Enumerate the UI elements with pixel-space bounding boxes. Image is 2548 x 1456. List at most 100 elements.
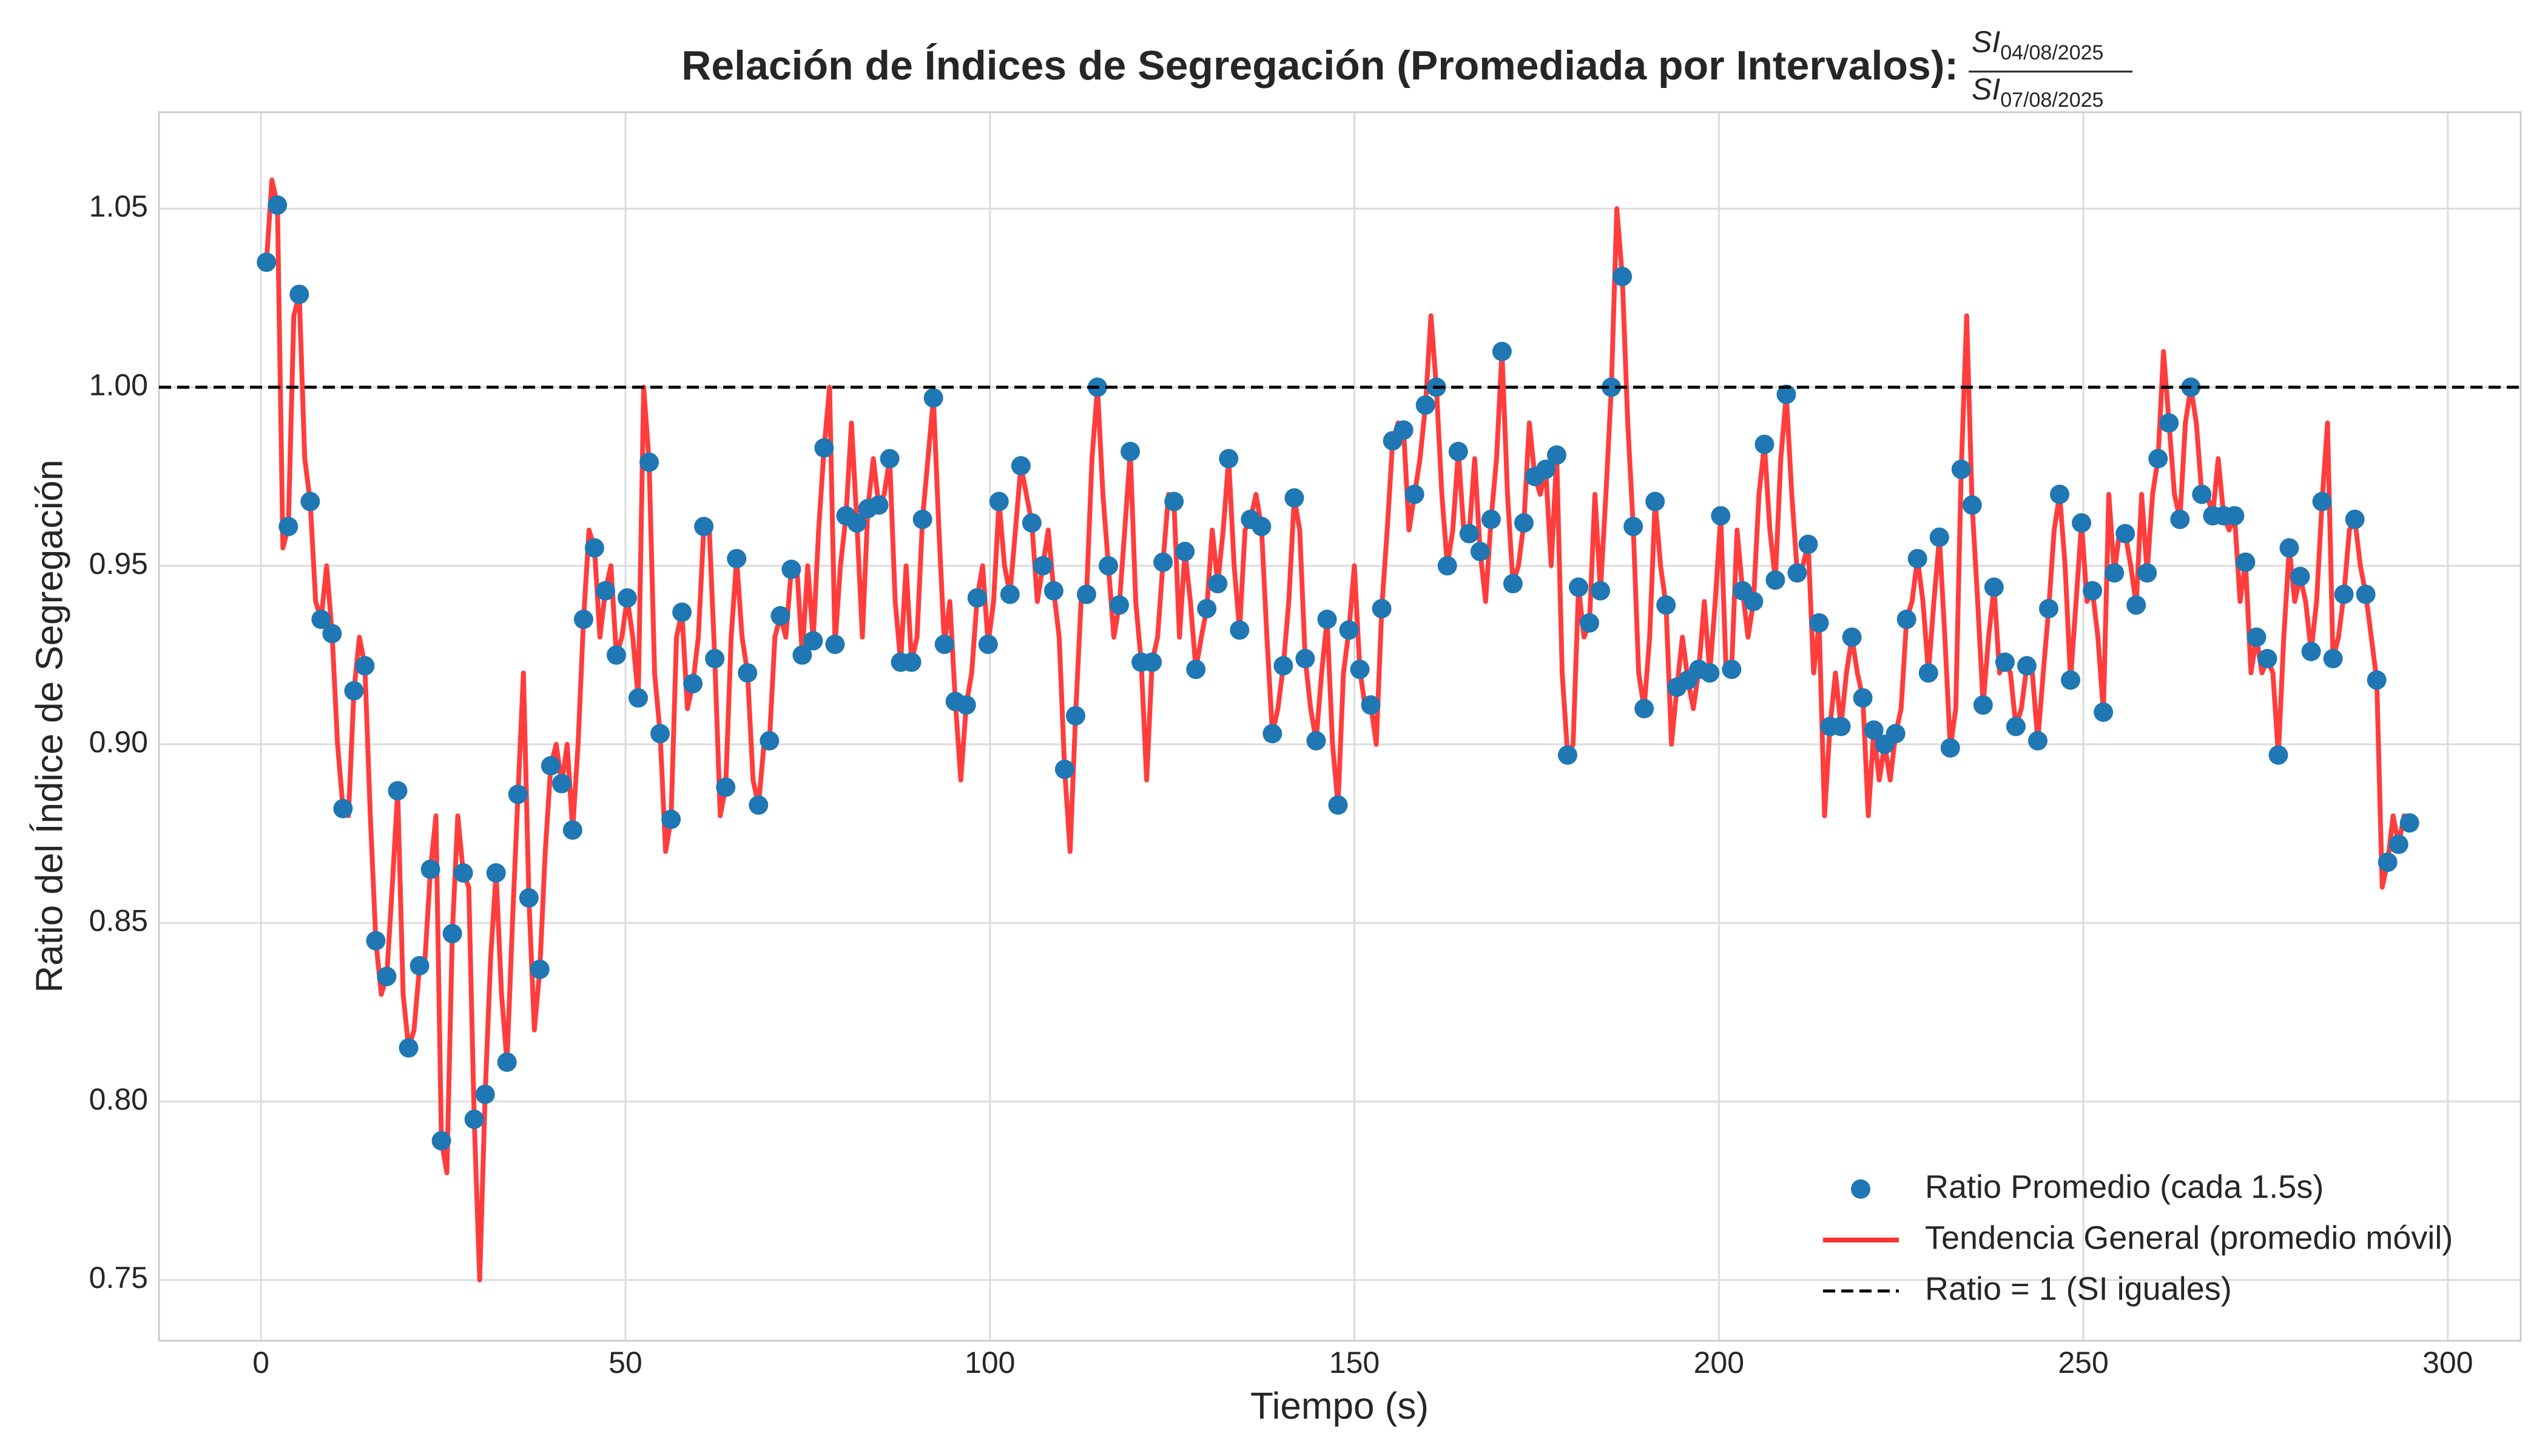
- data-point: [1907, 548, 1927, 568]
- data-point: [2279, 538, 2299, 558]
- data-point: [1033, 556, 1053, 576]
- x-tick-label: 300: [2422, 1346, 2473, 1380]
- numerator-base: SI: [1972, 25, 2000, 59]
- data-point: [705, 649, 725, 669]
- y-tick-label: 1.00: [89, 368, 148, 402]
- data-point: [1569, 577, 1589, 597]
- y-tick-label: 0.80: [89, 1082, 148, 1116]
- data-point: [2105, 563, 2125, 583]
- data-point: [1798, 534, 1818, 554]
- data-point: [1065, 706, 1085, 726]
- legend-label: Ratio = 1 (SI iguales): [1925, 1270, 2232, 1307]
- data-point: [519, 888, 539, 908]
- data-point: [1940, 738, 1960, 758]
- data-point: [2137, 563, 2157, 583]
- data-point: [2061, 670, 2081, 690]
- data-point: [562, 820, 582, 840]
- data-point: [2094, 702, 2114, 722]
- data-point: [300, 491, 320, 511]
- data-point: [410, 956, 430, 976]
- data-point: [1470, 542, 1490, 562]
- data-point: [1591, 581, 1611, 601]
- data-point: [2148, 449, 2168, 469]
- data-point: [1886, 724, 1906, 744]
- data-point: [989, 491, 1009, 511]
- data-point: [1831, 716, 1851, 736]
- x-tick-label: 200: [1694, 1346, 1744, 1380]
- data-point: [2017, 656, 2037, 676]
- data-point: [2159, 413, 2179, 433]
- x-tick-label: 0: [252, 1346, 269, 1380]
- data-point: [912, 510, 932, 530]
- legend-label: Ratio Promedio (cada 1.5s): [1925, 1168, 2324, 1205]
- data-point: [1754, 434, 1774, 454]
- data-point: [1415, 395, 1435, 415]
- data-point: [311, 609, 331, 629]
- data-point: [333, 798, 353, 818]
- data-point: [1929, 527, 1949, 547]
- data-point: [2072, 513, 2092, 533]
- data-point: [1219, 449, 1239, 469]
- data-point: [2268, 745, 2288, 765]
- data-point: [1361, 695, 1381, 715]
- data-point: [1864, 720, 1884, 740]
- data-point: [1011, 456, 1031, 476]
- data-point: [2301, 641, 2321, 661]
- denominator-base: SI: [1972, 72, 2000, 106]
- data-point: [541, 756, 561, 776]
- data-point: [1121, 442, 1141, 462]
- data-point: [420, 859, 440, 879]
- legend-marker: [1851, 1179, 1870, 1199]
- data-point: [629, 688, 649, 708]
- data-point: [1000, 584, 1020, 604]
- data-point: [453, 863, 473, 883]
- data-point: [1711, 506, 1731, 526]
- data-point: [639, 452, 659, 472]
- data-point: [1394, 420, 1414, 440]
- data-point: [738, 663, 758, 683]
- data-point: [650, 724, 670, 744]
- data-point: [880, 449, 900, 469]
- numerator-subscript: 04/08/2025: [2000, 41, 2103, 64]
- data-point: [257, 252, 277, 272]
- data-point: [1284, 488, 1304, 508]
- x-axis-label: Tiempo (s): [1250, 1385, 1429, 1427]
- denominator-subscript: 07/08/2025: [2000, 89, 2103, 112]
- data-point: [486, 863, 506, 883]
- data-point: [268, 195, 288, 215]
- data-point: [1230, 620, 1250, 640]
- data-point: [366, 931, 386, 951]
- data-point: [1142, 652, 1162, 672]
- x-tick-label: 50: [608, 1346, 642, 1380]
- data-point: [1557, 745, 1577, 765]
- data-point: [431, 1131, 451, 1151]
- data-point: [825, 635, 845, 655]
- data-point: [694, 516, 714, 536]
- data-point: [967, 588, 987, 608]
- data-point: [584, 538, 604, 558]
- data-point: [2356, 584, 2376, 604]
- data-point: [2246, 627, 2267, 647]
- data-point: [2378, 852, 2398, 872]
- data-point: [1437, 556, 1457, 576]
- data-point: [1853, 688, 1873, 708]
- data-point: [551, 774, 571, 794]
- data-point: [1623, 516, 1643, 536]
- data-point: [1273, 656, 1293, 676]
- data-point: [1514, 513, 1534, 533]
- data-layer: [159, 177, 2521, 1282]
- data-point: [2170, 510, 2190, 530]
- grid: [159, 112, 2521, 1341]
- data-point: [1295, 649, 1315, 669]
- data-point: [749, 795, 769, 815]
- data-point: [2039, 599, 2059, 619]
- data-point: [1306, 731, 1326, 751]
- data-point: [2334, 584, 2354, 604]
- data-point: [2399, 813, 2419, 833]
- data-point: [2388, 834, 2408, 854]
- data-point: [1580, 613, 1600, 633]
- data-point: [847, 513, 867, 533]
- data-point: [2050, 484, 2070, 504]
- data-point: [1197, 599, 1217, 619]
